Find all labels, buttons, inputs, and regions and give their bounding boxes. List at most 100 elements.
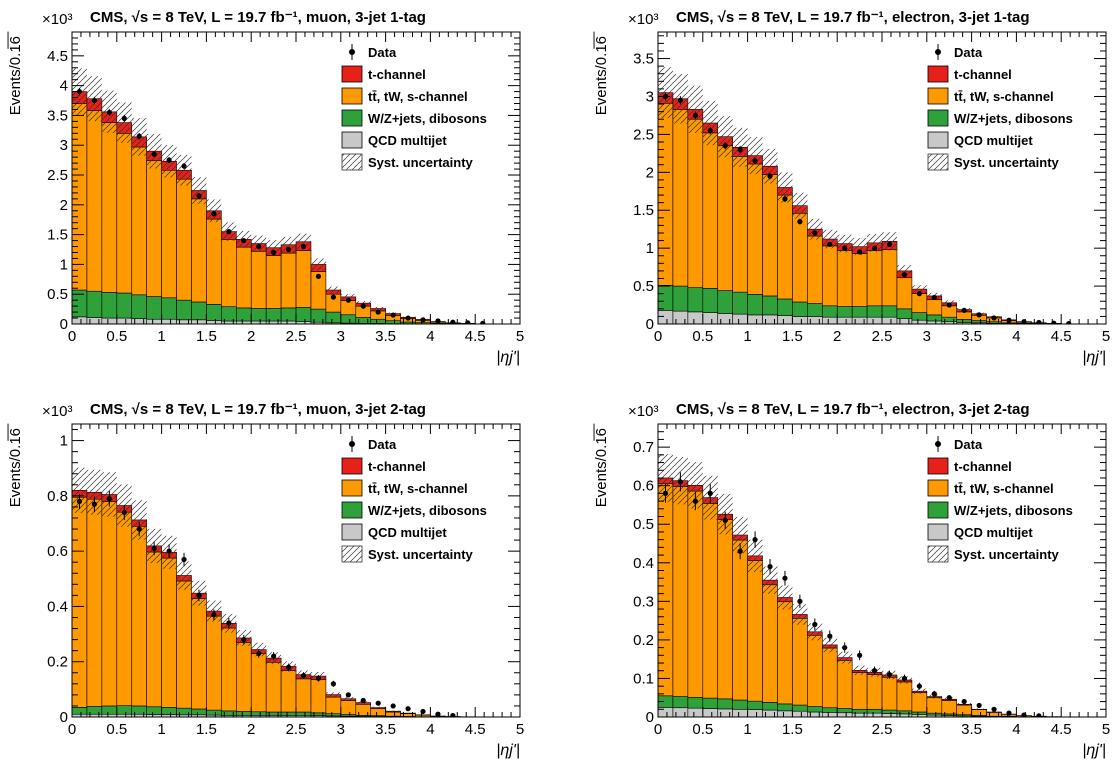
bar-wzjets [851,708,868,714]
data-point [976,702,982,709]
legend-marker-dot [935,49,941,55]
bar-wzjets [235,307,252,322]
x-tick-label: 3 [337,721,345,738]
data-point [916,291,922,297]
legend-label: QCD multijet [954,525,1033,540]
syst-band-bin [747,539,763,572]
legend-swatch [341,457,363,475]
x-tick-label: 3 [923,721,931,738]
y-axis-label: Events/0.1̅6̅ [593,31,610,115]
bar-wzjets [250,711,267,716]
legend-entry-data: Data [935,436,983,452]
bar-wzjets [866,708,883,714]
x-tick-label: 0.5 [106,721,127,738]
bar-ttbar [250,653,267,713]
x-tick-label: 4 [426,721,434,738]
y-tick-label: 4.5 [47,48,68,65]
y-tick-label: 2.5 [633,126,654,143]
x-tick-label: 4.5 [1051,721,1072,738]
legend-entry-data: Data [935,44,983,60]
syst-band-bin [762,148,778,184]
data-point [241,637,247,643]
x-tick-label: 0.5 [106,328,127,345]
y-tick-label: 1.5 [47,227,68,244]
legend-entry-syst: Syst. uncertainty [927,545,1060,563]
bar-wzjets [101,292,118,319]
data-point [106,496,112,502]
bar-wzjets [221,306,237,322]
syst-band-bin [176,561,192,590]
data-point [121,509,127,516]
bar-qcd [851,316,868,324]
series-ttbar [658,102,1062,324]
data-point [136,526,142,532]
x-tick-label: 3 [337,328,345,345]
data-point [256,243,262,250]
y-tick-label: 2.5 [47,167,68,184]
legend-marker-dot [349,441,355,447]
x-tick-label: 0 [654,328,662,345]
data-point [241,237,247,244]
bar-wzjets [687,287,704,313]
legend-swatch [341,65,363,83]
bar-qcd [807,316,823,324]
bar-wzjets [956,319,972,323]
data-point [375,309,381,315]
x-tick-label: 0 [68,328,76,345]
legend-label: t-channel [368,459,426,474]
legend-entry-wzjets: W/Z+jets, dibosons [927,109,1073,127]
x-tick-label: 3.5 [961,721,982,738]
data-point [196,193,202,199]
data-point [842,245,848,251]
bar-qcd [176,319,192,324]
bar-ttbar [747,163,763,295]
legend-label: W/Z+jets, dibosons [954,111,1073,126]
legend-swatch [341,479,363,497]
data-point [315,273,322,279]
bar-wzjets [807,303,823,317]
data-point [886,241,893,247]
data-point [842,645,848,651]
bar-ttbar [986,712,1002,717]
bar-wzjets [176,707,192,716]
bar-wzjets [280,711,297,716]
bar-ttbar [280,252,297,309]
syst-band-bin [882,232,897,251]
bar-ttbar [777,601,793,705]
data-point [300,243,307,250]
y-tick-label: 0.6 [633,478,654,495]
y-tick-label: 0 [646,316,654,333]
bar-qcd [821,712,838,717]
data-point [857,652,863,658]
data-point [946,695,952,701]
bar-wzjets [836,306,853,318]
legend-entry-tchannel: t-channel [927,457,1012,475]
legend: Data t-channel tt̄, tW, s-channel W/Z+jets,… [927,436,1073,563]
x-tick-label: 4.5 [465,328,486,345]
syst-band-bin [837,234,853,253]
x-tick-label: 5 [516,328,524,345]
bar-wzjets [881,709,898,714]
syst-band-bin [717,116,733,158]
y-tick-label: 0 [646,709,654,726]
y-axis-label: Events/0.1̅6̅ [593,423,610,507]
y-multiplier: ×10³ [42,11,72,28]
bar-ttbar [191,598,207,710]
series-data [662,472,1042,717]
data-point [360,303,366,309]
bar-ttbar [86,498,103,707]
data-point [886,671,893,678]
bar-ttbar [265,661,282,713]
data-point [151,151,157,157]
bar-ttbar [807,634,823,707]
bar-wzjets [717,698,733,710]
y-tick-label: 0.8 [47,488,68,505]
syst-band-bin [266,240,282,256]
syst-band-bin [777,585,793,610]
bar-ttbar [191,198,207,303]
data-point [752,158,758,164]
bar-qcd [702,708,719,717]
bar-wzjets [896,308,913,319]
bar-qcd [866,316,883,324]
